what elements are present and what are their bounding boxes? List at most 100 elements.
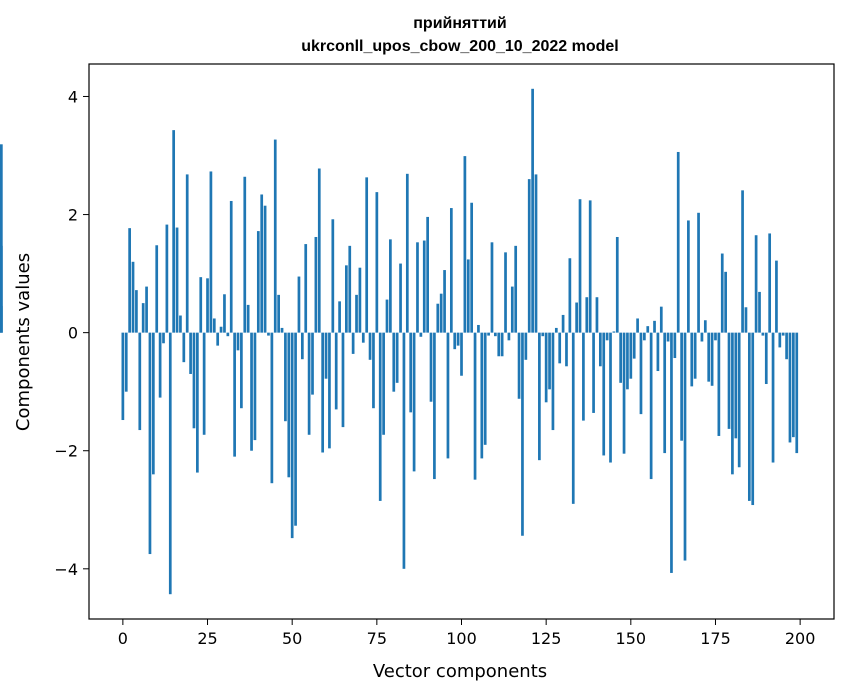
x-tick-label: 75	[367, 629, 387, 648]
bar	[338, 301, 341, 333]
bar	[355, 294, 358, 333]
bar	[372, 332, 375, 409]
bar	[419, 332, 423, 337]
bar	[165, 224, 169, 333]
bar	[470, 202, 474, 333]
bar	[328, 332, 331, 449]
bar	[155, 245, 159, 333]
x-tick-label: 0	[118, 629, 128, 648]
bar	[609, 332, 612, 463]
plot-frame	[88, 63, 835, 620]
bar	[504, 252, 507, 333]
bar	[341, 332, 345, 428]
y-tick-label: −4	[54, 560, 78, 579]
bar	[785, 332, 788, 360]
bar	[619, 332, 623, 383]
bar	[781, 332, 785, 336]
bar	[731, 332, 734, 475]
bar	[727, 332, 731, 429]
bar	[324, 332, 328, 379]
bar	[453, 332, 457, 350]
bar	[649, 332, 653, 480]
bar	[670, 332, 673, 573]
bar	[436, 303, 440, 333]
bar	[0, 245, 3, 333]
bar	[389, 239, 392, 333]
bar	[734, 332, 738, 439]
bar	[392, 332, 396, 392]
bar	[646, 326, 650, 333]
bar	[514, 245, 518, 333]
bar	[548, 332, 551, 390]
bar	[175, 227, 179, 333]
bar	[131, 261, 135, 333]
bar	[761, 332, 765, 336]
bar	[768, 233, 772, 333]
x-axis-ticks: 0 25 50 75 100 125 150 175 200	[118, 619, 816, 648]
chart-title-line1: прийняттий	[413, 15, 506, 32]
bar	[365, 177, 369, 333]
bar	[148, 332, 152, 555]
bar	[534, 174, 538, 333]
bar	[551, 332, 555, 431]
bar	[565, 332, 568, 367]
bar	[304, 244, 308, 333]
bar	[416, 242, 419, 333]
bar	[135, 290, 138, 333]
bar	[253, 332, 257, 441]
bar	[588, 200, 592, 333]
bar	[666, 332, 670, 342]
bar	[466, 259, 470, 333]
bar	[311, 332, 314, 395]
x-axis-label: Vector components	[373, 661, 547, 682]
bar	[382, 332, 385, 435]
bar	[345, 265, 348, 333]
bar	[321, 332, 325, 453]
bar	[687, 220, 690, 333]
y-tick-label: 4	[68, 87, 78, 106]
bar	[788, 332, 792, 443]
bar	[673, 332, 677, 359]
bar	[0, 144, 3, 333]
bar	[280, 327, 284, 333]
bar	[277, 294, 280, 333]
x-tick-label: 125	[531, 629, 562, 648]
chart-title-line2: ukrconll_upos_cbow_200_10_2022 model	[301, 38, 618, 55]
bar	[792, 332, 795, 438]
bar	[741, 190, 744, 333]
y-tick-label: −2	[54, 442, 78, 461]
bar	[554, 327, 558, 333]
bar	[202, 332, 206, 435]
bar	[179, 315, 182, 333]
bar	[284, 332, 287, 422]
bar	[494, 332, 497, 337]
bar	[263, 205, 267, 333]
bar	[151, 332, 155, 475]
bar	[185, 174, 189, 333]
bar	[314, 236, 318, 333]
bar	[409, 332, 413, 413]
bar	[433, 332, 436, 480]
bar	[361, 332, 365, 343]
bar	[236, 332, 240, 351]
x-tick-label: 200	[785, 629, 816, 648]
bar	[300, 332, 304, 360]
bar	[317, 168, 321, 333]
bar	[558, 332, 562, 364]
y-axis-ticks: −4 −2 0 2 4	[54, 87, 89, 579]
bar	[250, 332, 253, 451]
bar	[162, 332, 165, 344]
bar	[605, 332, 609, 341]
bar	[795, 332, 799, 454]
bar	[216, 332, 220, 346]
bar	[229, 200, 233, 333]
bar	[717, 332, 721, 436]
bar	[273, 139, 277, 333]
bar	[771, 332, 775, 463]
bar	[368, 332, 372, 360]
bar	[758, 291, 761, 333]
bar	[460, 332, 463, 376]
bar	[429, 332, 433, 402]
bar	[653, 320, 656, 333]
